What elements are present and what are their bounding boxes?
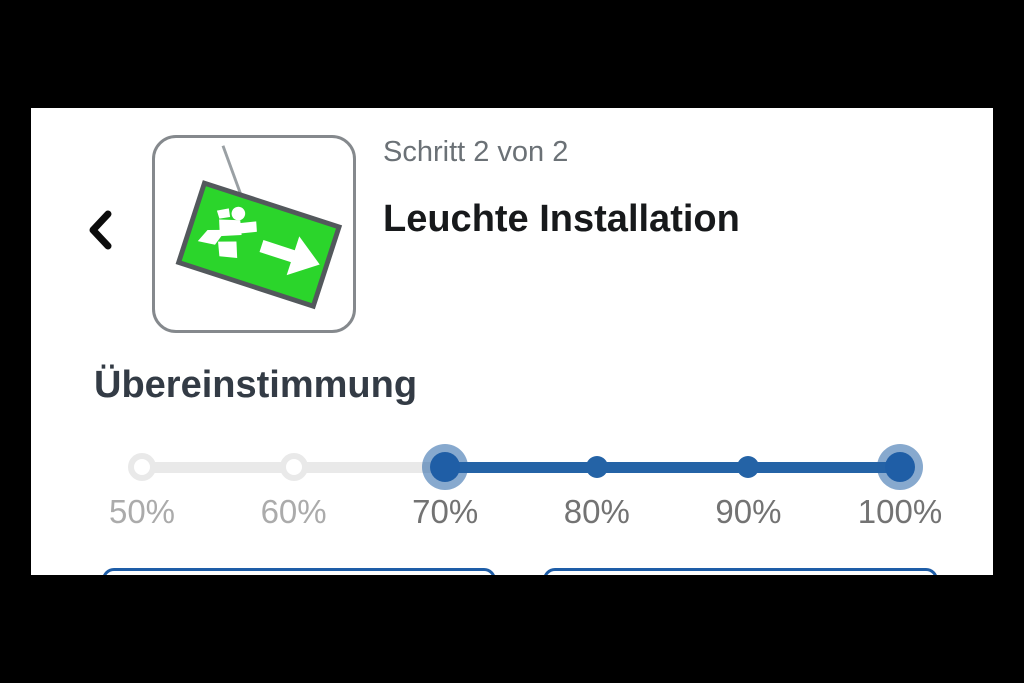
slider-selected-range[interactable] — [445, 462, 900, 473]
scale-label-60: 60% — [260, 493, 327, 530]
tick-50 — [128, 453, 156, 481]
slider-handle-max[interactable] — [877, 444, 923, 490]
tick-90 — [737, 456, 760, 478]
chevron-left-icon — [86, 209, 114, 254]
scale-label-50: 50% — [108, 493, 176, 530]
product-image-card — [152, 135, 356, 333]
slider-handle-min[interactable] — [422, 444, 469, 490]
match-heading: Übereinstimmung — [94, 364, 418, 406]
page-title: Leuchte Installation — [383, 198, 740, 240]
scale-label-90: 90% — [715, 493, 782, 530]
tick-80 — [585, 456, 608, 478]
back-button[interactable] — [83, 208, 117, 254]
left-action-button[interactable] — [102, 568, 496, 575]
scale-label-100: 100% — [857, 493, 943, 530]
scale-label-70: 70% — [412, 493, 479, 530]
right-action-button[interactable] — [543, 568, 938, 575]
content-panel: Schritt 2 von 2 Leuchte Installation Übe… — [31, 108, 993, 575]
step-label: Schritt 2 von 2 — [383, 136, 569, 168]
slider-scale-labels: 50% 60% 70% 80% 90% 100% — [109, 493, 942, 541]
scale-label-80: 80% — [563, 493, 630, 530]
exit-sign-image — [155, 138, 353, 330]
match-range-slider[interactable] — [128, 438, 923, 498]
tick-60 — [279, 453, 308, 481]
